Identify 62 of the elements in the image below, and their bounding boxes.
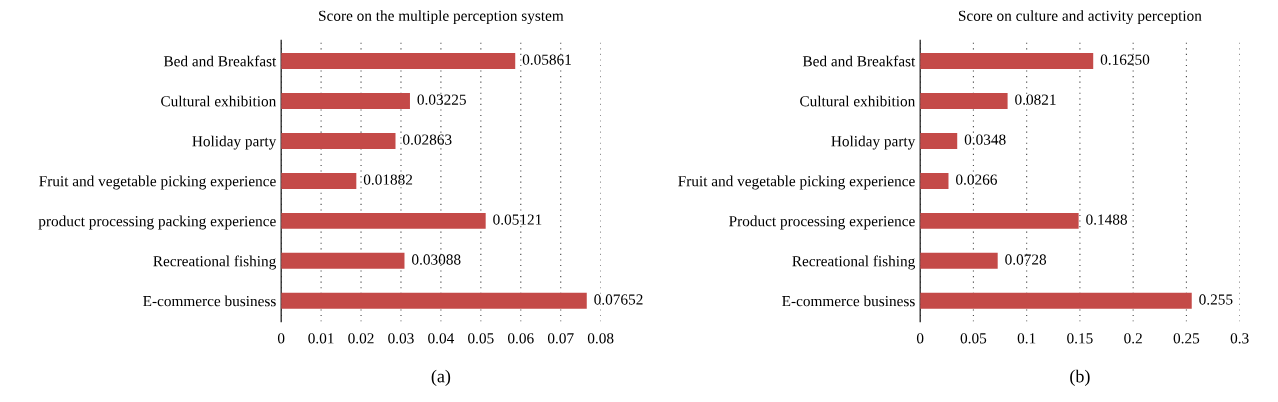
x-tick-label: 0.04 <box>428 333 455 344</box>
y-tick-label: Product processing experience <box>729 215 915 230</box>
data-label: 0.03088 <box>412 254 461 265</box>
x-tick-label: 0.3 <box>1230 333 1249 344</box>
bar <box>281 132 396 149</box>
y-tick-label: Holiday party <box>831 135 916 150</box>
y-tick-label: product processing packing experience <box>38 215 276 230</box>
x-tick-label: 0.1 <box>1017 333 1036 344</box>
y-tick-label: E-commerce business <box>782 295 915 307</box>
bar <box>920 172 949 189</box>
x-tick-label: 0.06 <box>508 333 534 344</box>
bar <box>920 132 958 149</box>
data-label: 0.1488 <box>1086 214 1128 225</box>
x-tick-label: 0.02 <box>348 333 374 344</box>
data-label: 0.07652 <box>594 294 643 305</box>
bar <box>920 92 1008 109</box>
chart-title: Score on culture and activity perception <box>958 10 1202 25</box>
y-tick-label: E-commerce business <box>143 295 276 307</box>
y-tick-label: Recreational fishing <box>792 255 915 270</box>
bar <box>281 92 410 109</box>
bar <box>920 292 1192 309</box>
text: (b) <box>1070 369 1090 387</box>
bar <box>920 52 1094 69</box>
data-label: 0.16250 <box>1100 54 1150 65</box>
data-label: 0.0348 <box>964 134 1006 145</box>
x-tick-label: 0.08 <box>587 333 614 344</box>
data-label: 0.01882 <box>363 174 413 185</box>
x-tick-label: 0.01 <box>308 333 334 344</box>
x-tick-label: 0.25 <box>1173 333 1200 344</box>
chart-title: Score on the multiple perception system <box>319 10 564 25</box>
data-label: 0.05121 <box>493 214 542 225</box>
x-tick-label: 0.03 <box>388 333 414 344</box>
y-tick-label: Fruit and vegetable picking experience <box>678 175 915 190</box>
y-tick-label: Bed and Breakfast <box>802 55 916 67</box>
x-tick-label: 0.15 <box>1067 333 1093 344</box>
y-tick-label: Holiday party <box>192 135 277 150</box>
x-tick-label: 0.07 <box>547 333 574 344</box>
data-label: 0.0728 <box>1005 254 1047 265</box>
data-label: 0.02863 <box>403 134 452 145</box>
bar <box>920 252 998 269</box>
data-label: 0.05861 <box>522 54 571 65</box>
y-tick-label: Cultural exhibition <box>161 95 277 107</box>
data-label: 0.03225 <box>417 94 466 105</box>
text: (a) <box>431 369 451 387</box>
bar <box>281 52 516 69</box>
x-tick-label: 0 <box>277 333 285 344</box>
y-tick-label: Fruit and vegetable picking experience <box>39 175 276 190</box>
bar <box>920 212 1079 229</box>
y-tick-label: Bed and Breakfast <box>163 55 277 67</box>
x-tick-label: 0.05 <box>960 333 987 344</box>
data-label: 0.255 <box>1199 294 1233 305</box>
bar <box>281 252 405 269</box>
x-tick-label: 0.2 <box>1124 333 1142 344</box>
data-label: 0.0821 <box>1015 94 1056 105</box>
bar <box>281 212 486 229</box>
y-tick-label: Cultural exhibition <box>800 95 916 107</box>
y-tick-label: Recreational fishing <box>153 255 276 270</box>
bar <box>281 172 357 189</box>
bar <box>281 292 587 309</box>
x-tick-label: 0 <box>916 333 924 344</box>
x-tick-label: 0.05 <box>468 333 494 344</box>
data-label: 0.0266 <box>956 174 997 185</box>
